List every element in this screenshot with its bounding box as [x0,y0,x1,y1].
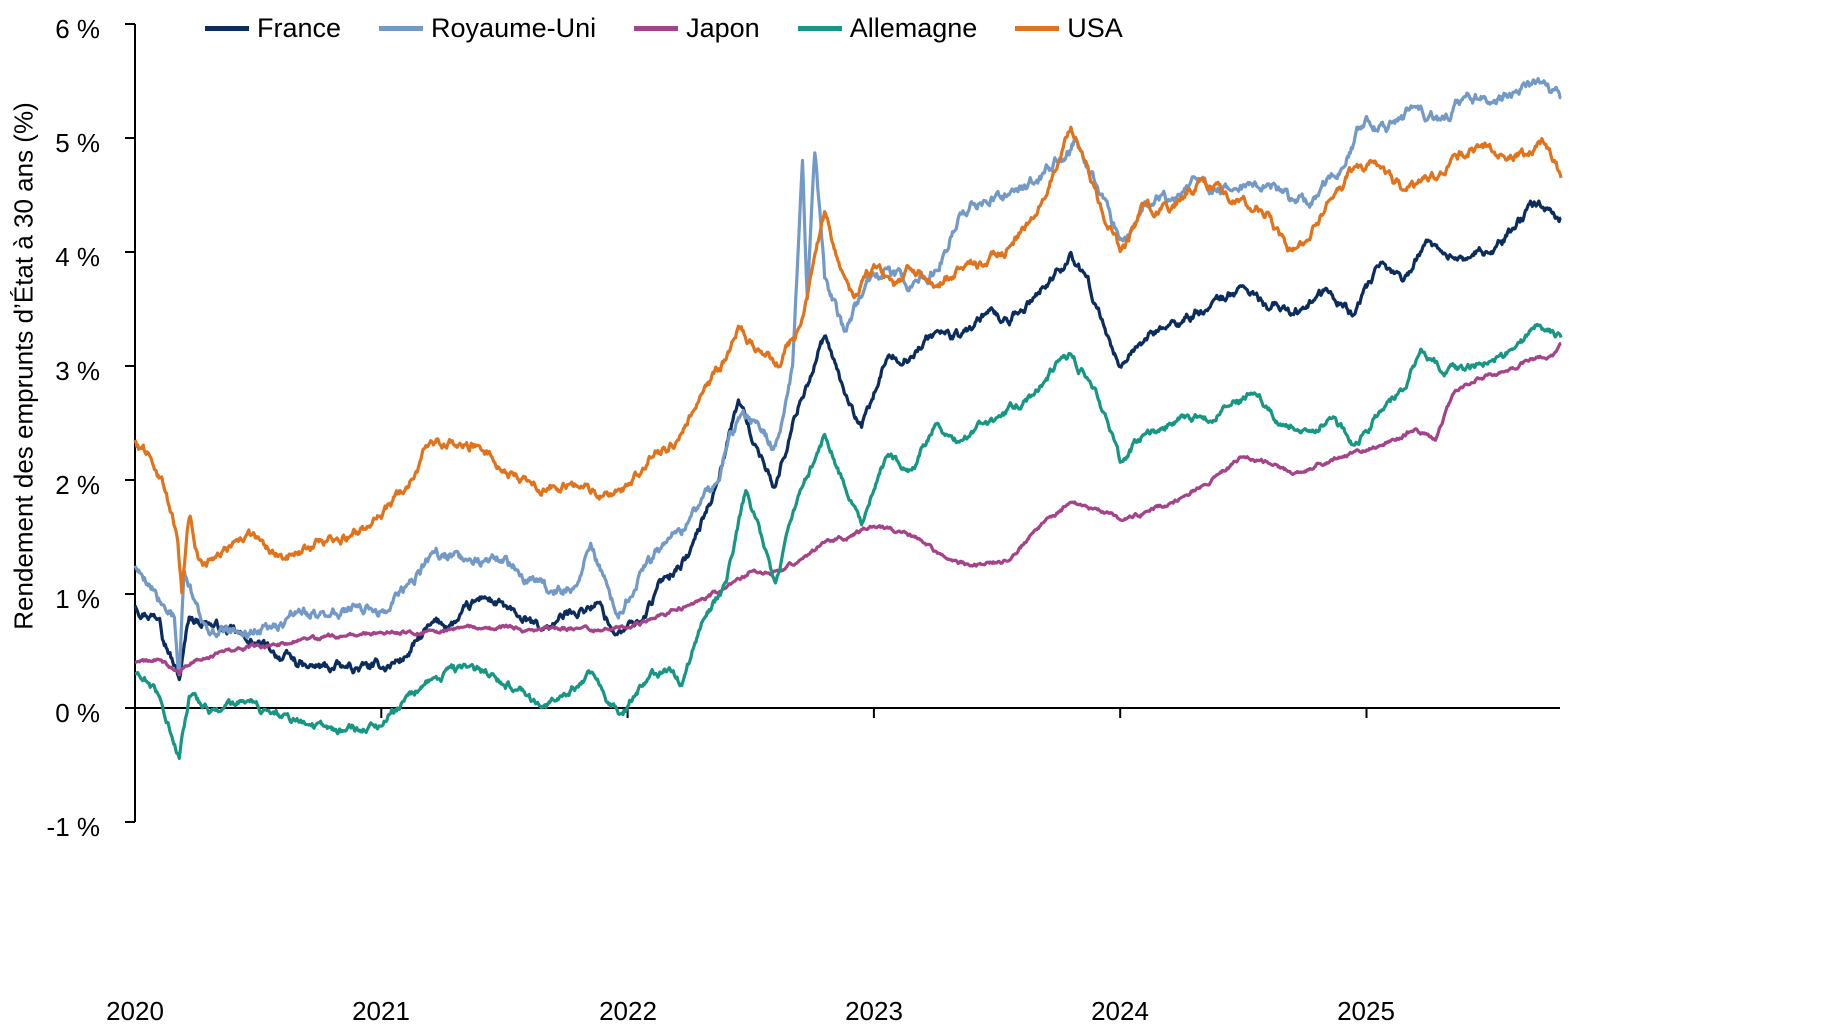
series-line-usa [133,125,1563,595]
chart-legend: France Royaume-Uni Japon Allemagne USA [205,8,1161,48]
axes [125,23,1560,823]
y-ticks [125,23,135,823]
y-tick-label-5: 5 % [55,128,100,158]
legend-item-royaume-uni: Royaume-Uni [379,13,596,43]
legend-item-usa: USA [1015,13,1123,43]
legend-label-royaume-uni: Royaume-Uni [431,13,597,43]
legend-label-usa: USA [1067,13,1123,43]
legend-swatch-france [205,25,249,31]
series-lines [133,77,1563,761]
y-tick-label-0: 0 % [55,698,100,728]
legend-swatch-allemagne [797,25,842,31]
x-tick-label-2021: 2021 [352,996,410,1026]
legend-label-france: France [257,13,342,43]
y-tick-label-1: 1 % [55,584,100,614]
legend-label-japon: Japon [686,13,760,43]
y-tick-label-6: 6 % [55,14,100,44]
x-tick-label-2022: 2022 [599,996,657,1026]
y-tick-label-2: 2 % [55,470,100,500]
series-line-royaume-uni [133,77,1562,677]
series-line-france [133,199,1562,682]
x-tick-label-2023: 2023 [845,996,903,1026]
y-tick-label-neg1: -1 % [46,812,100,842]
y-tick-label-4: 4 % [55,242,100,272]
x-tick-label-2024: 2024 [1091,996,1149,1026]
series-line-japon [134,341,1562,676]
legend-swatch-royaume-uni [379,25,424,31]
legend-item-japon: Japon [634,13,760,43]
legend-label-allemagne: Allemagne [849,13,978,43]
x-ticks [134,708,1368,718]
legend-item-france: France [205,13,341,43]
y-tick-label-3: 3 % [55,356,100,386]
x-tick-label-2025: 2025 [1337,996,1395,1026]
legend-swatch-usa [1015,25,1060,31]
x-tick-label-2020: 2020 [106,996,164,1026]
series-line-allemagne [134,322,1563,761]
legend-item-allemagne: Allemagne [797,13,978,43]
legend-swatch-japon [634,25,679,31]
